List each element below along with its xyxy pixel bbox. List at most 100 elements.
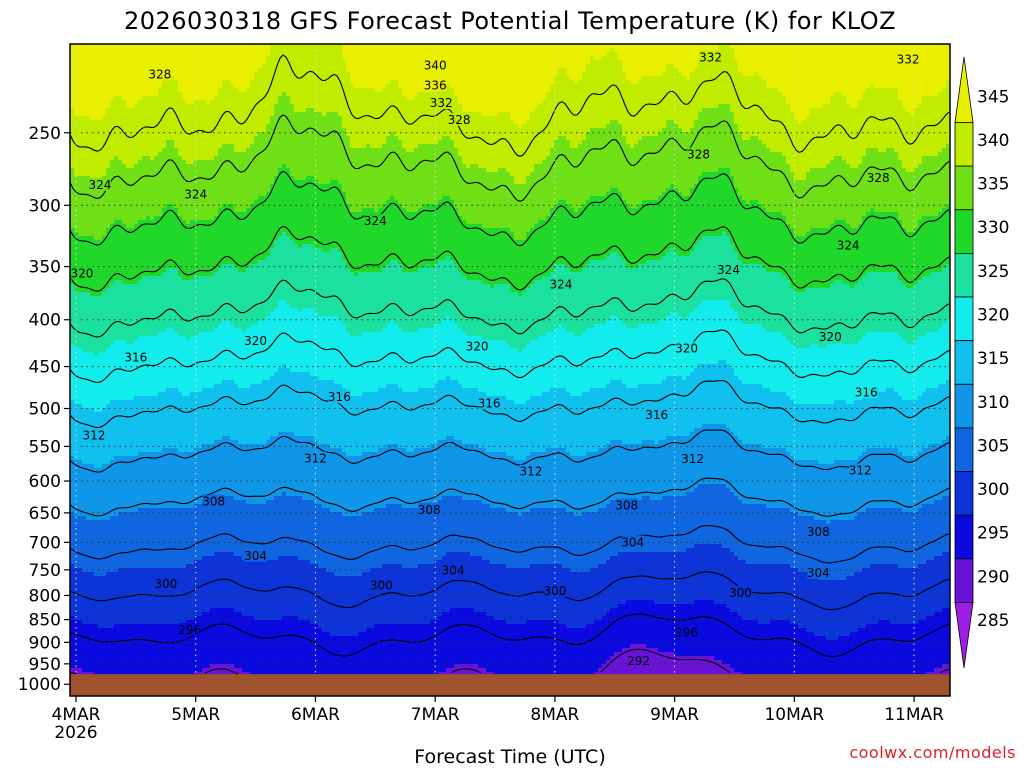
theta-cell [318, 180, 331, 185]
theta-cell [550, 208, 575, 213]
theta-cell [254, 140, 351, 145]
theta-cell [218, 88, 239, 93]
theta-cell [770, 148, 867, 153]
theta-cell [450, 376, 667, 381]
theta-cell [622, 64, 667, 69]
theta-cell [462, 216, 547, 221]
theta-cell [302, 496, 443, 501]
theta-cell [570, 204, 583, 209]
theta-cell [766, 328, 939, 333]
theta-cell [466, 332, 547, 337]
contour-label: 312 [519, 465, 542, 479]
theta-cell [914, 168, 950, 173]
theta-cell [858, 340, 907, 345]
theta-cell [70, 468, 950, 473]
theta-cell [70, 440, 215, 445]
theta-cell [438, 140, 455, 145]
colorbar-label: 295 [977, 524, 1009, 544]
theta-cell [566, 508, 599, 513]
theta-cell [318, 312, 671, 317]
theta-cell [682, 316, 687, 321]
theta-cell [622, 320, 659, 325]
credit-link[interactable]: coolwx.com/models [849, 743, 1016, 762]
theta-cell [270, 188, 343, 193]
theta-cell [314, 176, 515, 181]
theta-cell [70, 180, 275, 185]
theta-cell [442, 320, 455, 325]
theta-cell [658, 196, 743, 201]
theta-cell [274, 176, 295, 181]
theta-cell [202, 668, 243, 673]
theta-cell [178, 80, 223, 85]
theta-cell [346, 388, 379, 393]
x-axis-label: Forecast Time (UTC) [414, 746, 605, 768]
theta-cell [110, 460, 819, 465]
theta-cell [542, 276, 787, 281]
theta-cell [70, 528, 950, 533]
theta-cell [122, 96, 143, 101]
theta-cell [194, 504, 323, 509]
theta-cell [942, 88, 950, 93]
theta-cell [498, 112, 511, 117]
colorbar-label: 315 [977, 349, 1009, 369]
contour-308 [70, 477, 950, 517]
theta-cell [762, 384, 939, 389]
theta-cell [546, 92, 783, 97]
y-tick-label: 600 [29, 472, 61, 492]
theta-cell [70, 336, 139, 341]
theta-cell [106, 172, 279, 177]
theta-cell [434, 324, 459, 329]
theta-cell [162, 212, 179, 217]
theta-cell [154, 216, 183, 221]
y-tick-label: 400 [29, 311, 61, 331]
theta-cell [70, 656, 611, 661]
theta-cell [70, 316, 267, 321]
theta-cell [806, 628, 859, 633]
theta-cell [690, 76, 763, 81]
theta-cell [750, 136, 759, 141]
theta-cell [626, 600, 655, 605]
theta-cell [898, 276, 923, 281]
theta-cell [70, 576, 819, 581]
theta-cell [554, 144, 571, 149]
theta-cell [70, 420, 950, 425]
theta-cell [698, 116, 735, 121]
theta-cell [738, 188, 950, 193]
theta-cell [534, 224, 791, 229]
theta-cell [450, 136, 559, 141]
theta-cell [238, 440, 267, 445]
theta-cell [294, 240, 699, 245]
theta-cell [178, 388, 203, 393]
theta-cell [594, 56, 603, 61]
theta-cell [106, 228, 511, 233]
theta-cell [94, 408, 103, 413]
theta-cell [386, 384, 399, 389]
theta-cell [518, 512, 523, 517]
contour-label-bg [370, 578, 393, 592]
theta-cell [218, 268, 239, 273]
theta-cell [194, 560, 311, 565]
theta-cell [866, 152, 899, 157]
theta-cell [750, 200, 759, 205]
theta-cell [70, 644, 631, 649]
theta-cell [566, 200, 587, 205]
theta-cell [138, 220, 187, 225]
theta-cell [278, 304, 291, 309]
theta-cell [622, 380, 663, 385]
theta-cell [98, 624, 115, 629]
theta-cell [110, 104, 127, 109]
theta-cell [526, 232, 723, 237]
theta-cell [538, 104, 719, 109]
theta-cell [230, 80, 251, 85]
theta-cell [606, 192, 623, 197]
contour-label-bg [244, 334, 267, 348]
theta-cell [358, 272, 463, 277]
theta-cell [346, 328, 383, 333]
theta-cell [818, 576, 847, 581]
theta-cell [70, 508, 139, 513]
theta-cell [414, 448, 487, 453]
theta-cell [606, 560, 747, 565]
theta-cell [610, 440, 623, 445]
theta-cell [70, 400, 75, 405]
theta-cell [70, 192, 267, 197]
